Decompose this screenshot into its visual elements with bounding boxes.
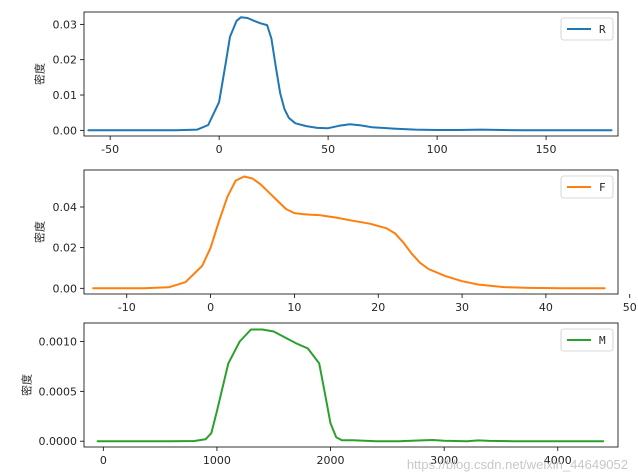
series-line-m xyxy=(96,328,605,443)
y-tick-label: 0.00 xyxy=(53,282,78,295)
x-tick-label: -10 xyxy=(118,301,136,314)
y-axis-label: 密度 xyxy=(33,63,47,85)
y-tick-label: 0.0005 xyxy=(39,385,78,398)
x-tick-label: 4000 xyxy=(544,454,572,467)
y-axis-label: 密度 xyxy=(19,374,33,396)
legend-label: F xyxy=(599,181,606,194)
y-axis-label: 密度 xyxy=(33,221,47,243)
watermark-text: https://blog.csdn.net/weixin_44649052 xyxy=(406,457,628,472)
subplot-3: 0 1000 2000 3000 4000 0.0000 0.0005 0.0010 密度 M xyxy=(19,322,619,467)
legend: M xyxy=(560,328,614,352)
x-tick-label: 50 xyxy=(321,143,335,156)
x-tick-label: 40 xyxy=(539,301,553,314)
series-line-f xyxy=(92,175,606,290)
subplot-2: -10 0 10 20 30 40 50 0.00 0.02 0.04 密度 F xyxy=(33,169,637,314)
x-tick-label: 20 xyxy=(371,301,385,314)
legend: R xyxy=(560,17,614,41)
y-tick-label: 0.0000 xyxy=(39,435,78,448)
y-tick-label: 0.00 xyxy=(53,124,78,137)
legend: F xyxy=(560,175,614,199)
y-tick-label: 0.01 xyxy=(53,89,78,102)
axes-frame xyxy=(83,322,619,448)
y-tick-label: 0.03 xyxy=(53,18,78,31)
x-tick-label: -50 xyxy=(101,143,119,156)
subplot-1: -50 0 50 100 150 0.00 0.01 0.02 0.03 密度 R xyxy=(33,11,619,156)
x-tick-label: 0 xyxy=(207,301,214,314)
x-tick-label: 3000 xyxy=(430,454,458,467)
legend-label: R xyxy=(599,23,606,36)
x-tick-label: 100 xyxy=(427,143,448,156)
x-tick-label: 50 xyxy=(623,301,637,314)
x-tick-label: 0 xyxy=(100,454,107,467)
x-tick-label: 150 xyxy=(536,143,557,156)
series-line-r xyxy=(87,16,613,132)
y-tick-label: 0.0010 xyxy=(39,335,78,348)
x-tick-label: 2000 xyxy=(317,454,345,467)
y-tick-label: 0.02 xyxy=(53,242,78,255)
x-tick-label: 30 xyxy=(455,301,469,314)
y-tick-label: 0.04 xyxy=(53,201,78,214)
axes-frame xyxy=(83,169,619,295)
x-tick-label: 10 xyxy=(287,301,301,314)
x-tick-label: 1000 xyxy=(203,454,231,467)
x-tick-label: 0 xyxy=(216,143,223,156)
legend-label: M xyxy=(599,334,606,347)
y-tick-label: 0.02 xyxy=(53,54,78,67)
axes-frame xyxy=(83,11,619,137)
